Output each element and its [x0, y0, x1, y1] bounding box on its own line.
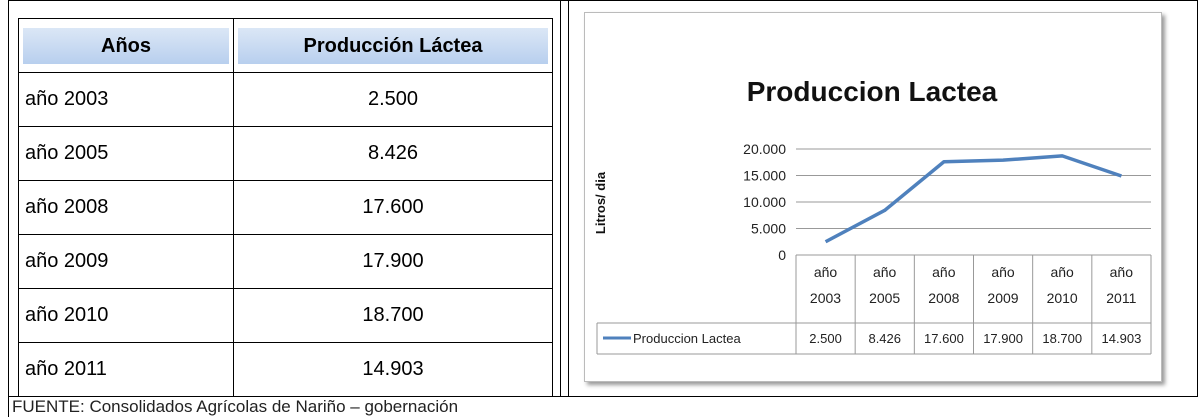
table-row: año 2009 17.900: [18, 234, 553, 289]
frame-top: [8, 0, 1198, 1]
table-cell: 17.600: [233, 180, 553, 235]
value-label: 2.500: [809, 331, 842, 346]
line: [824, 154, 1122, 244]
value-label: 17.600: [924, 331, 964, 346]
value-label: 8.426: [868, 331, 901, 346]
divider: [568, 0, 569, 396]
value-label: 17.900: [983, 331, 1023, 346]
table-cell: año 2008: [18, 180, 234, 235]
data-table: Años Producción Láctea año 2003 2.500 año …: [18, 18, 553, 397]
y-tick-label: 20.000: [743, 141, 786, 157]
table-cell: año 2005: [18, 126, 234, 181]
table-cell: 2.500: [233, 72, 553, 127]
table-row: año 2010 18.700: [18, 288, 553, 343]
chart-svg: Produccion Lactea Litros/ dia 0 5.000 10.000…: [593, 76, 1152, 355]
table-cell: 18.700: [233, 288, 553, 343]
table-cell: 14.903: [233, 342, 553, 397]
chart: Produccion Lactea Litros/ dia 0 5.000 10.000…: [584, 12, 1162, 382]
table-cell: año 2009: [18, 234, 234, 289]
value-label: 18.700: [1042, 331, 1082, 346]
header-text: Años: [23, 27, 229, 64]
legend-label: Produccion Lactea: [633, 331, 741, 346]
table-row: año 2005 8.426: [18, 126, 553, 181]
x-tick-label: año 2010: [1046, 264, 1078, 306]
table-row: año 2008 17.600: [18, 180, 553, 235]
frame-bottom: [8, 396, 1198, 397]
header-text: Producción Láctea: [238, 27, 548, 64]
table-cell: 8.426: [233, 126, 553, 181]
x-tick-label: año 2003: [809, 264, 842, 306]
value-label: 14.903: [1102, 331, 1142, 346]
table-cell: año 2003: [18, 72, 234, 127]
x-tick-label: año 2005: [869, 264, 901, 306]
x-tick-label: año 2009: [987, 264, 1019, 306]
footer: FUENTE: Consolidados Agrícolas de Nariño…: [12, 397, 459, 416]
header-cell: Años: [18, 18, 234, 73]
chart-title: Produccion Lactea: [747, 76, 998, 107]
y-tick-label: 10.000: [743, 194, 786, 210]
x-tick-label: año 2008: [928, 264, 960, 306]
divider: [560, 0, 561, 396]
y-tick-label: 0: [778, 247, 786, 263]
header-cell: Producción Láctea: [233, 18, 553, 73]
table-row: año 2003 2.500: [18, 72, 553, 127]
y-tick-label: 15.000: [743, 168, 786, 184]
table-cell: año 2011: [18, 342, 234, 397]
y-tick-label: 5.000: [751, 221, 786, 237]
table-row: año 2011 14.903: [18, 342, 553, 397]
frame-right: [1197, 0, 1198, 396]
y-axis-label: Litros/ dia: [593, 171, 608, 234]
table-cell: 17.900: [233, 234, 553, 289]
table-cell: año 2010: [18, 288, 234, 343]
frame-left: [8, 0, 9, 417]
x-tick-label: año 2011: [1106, 264, 1137, 306]
